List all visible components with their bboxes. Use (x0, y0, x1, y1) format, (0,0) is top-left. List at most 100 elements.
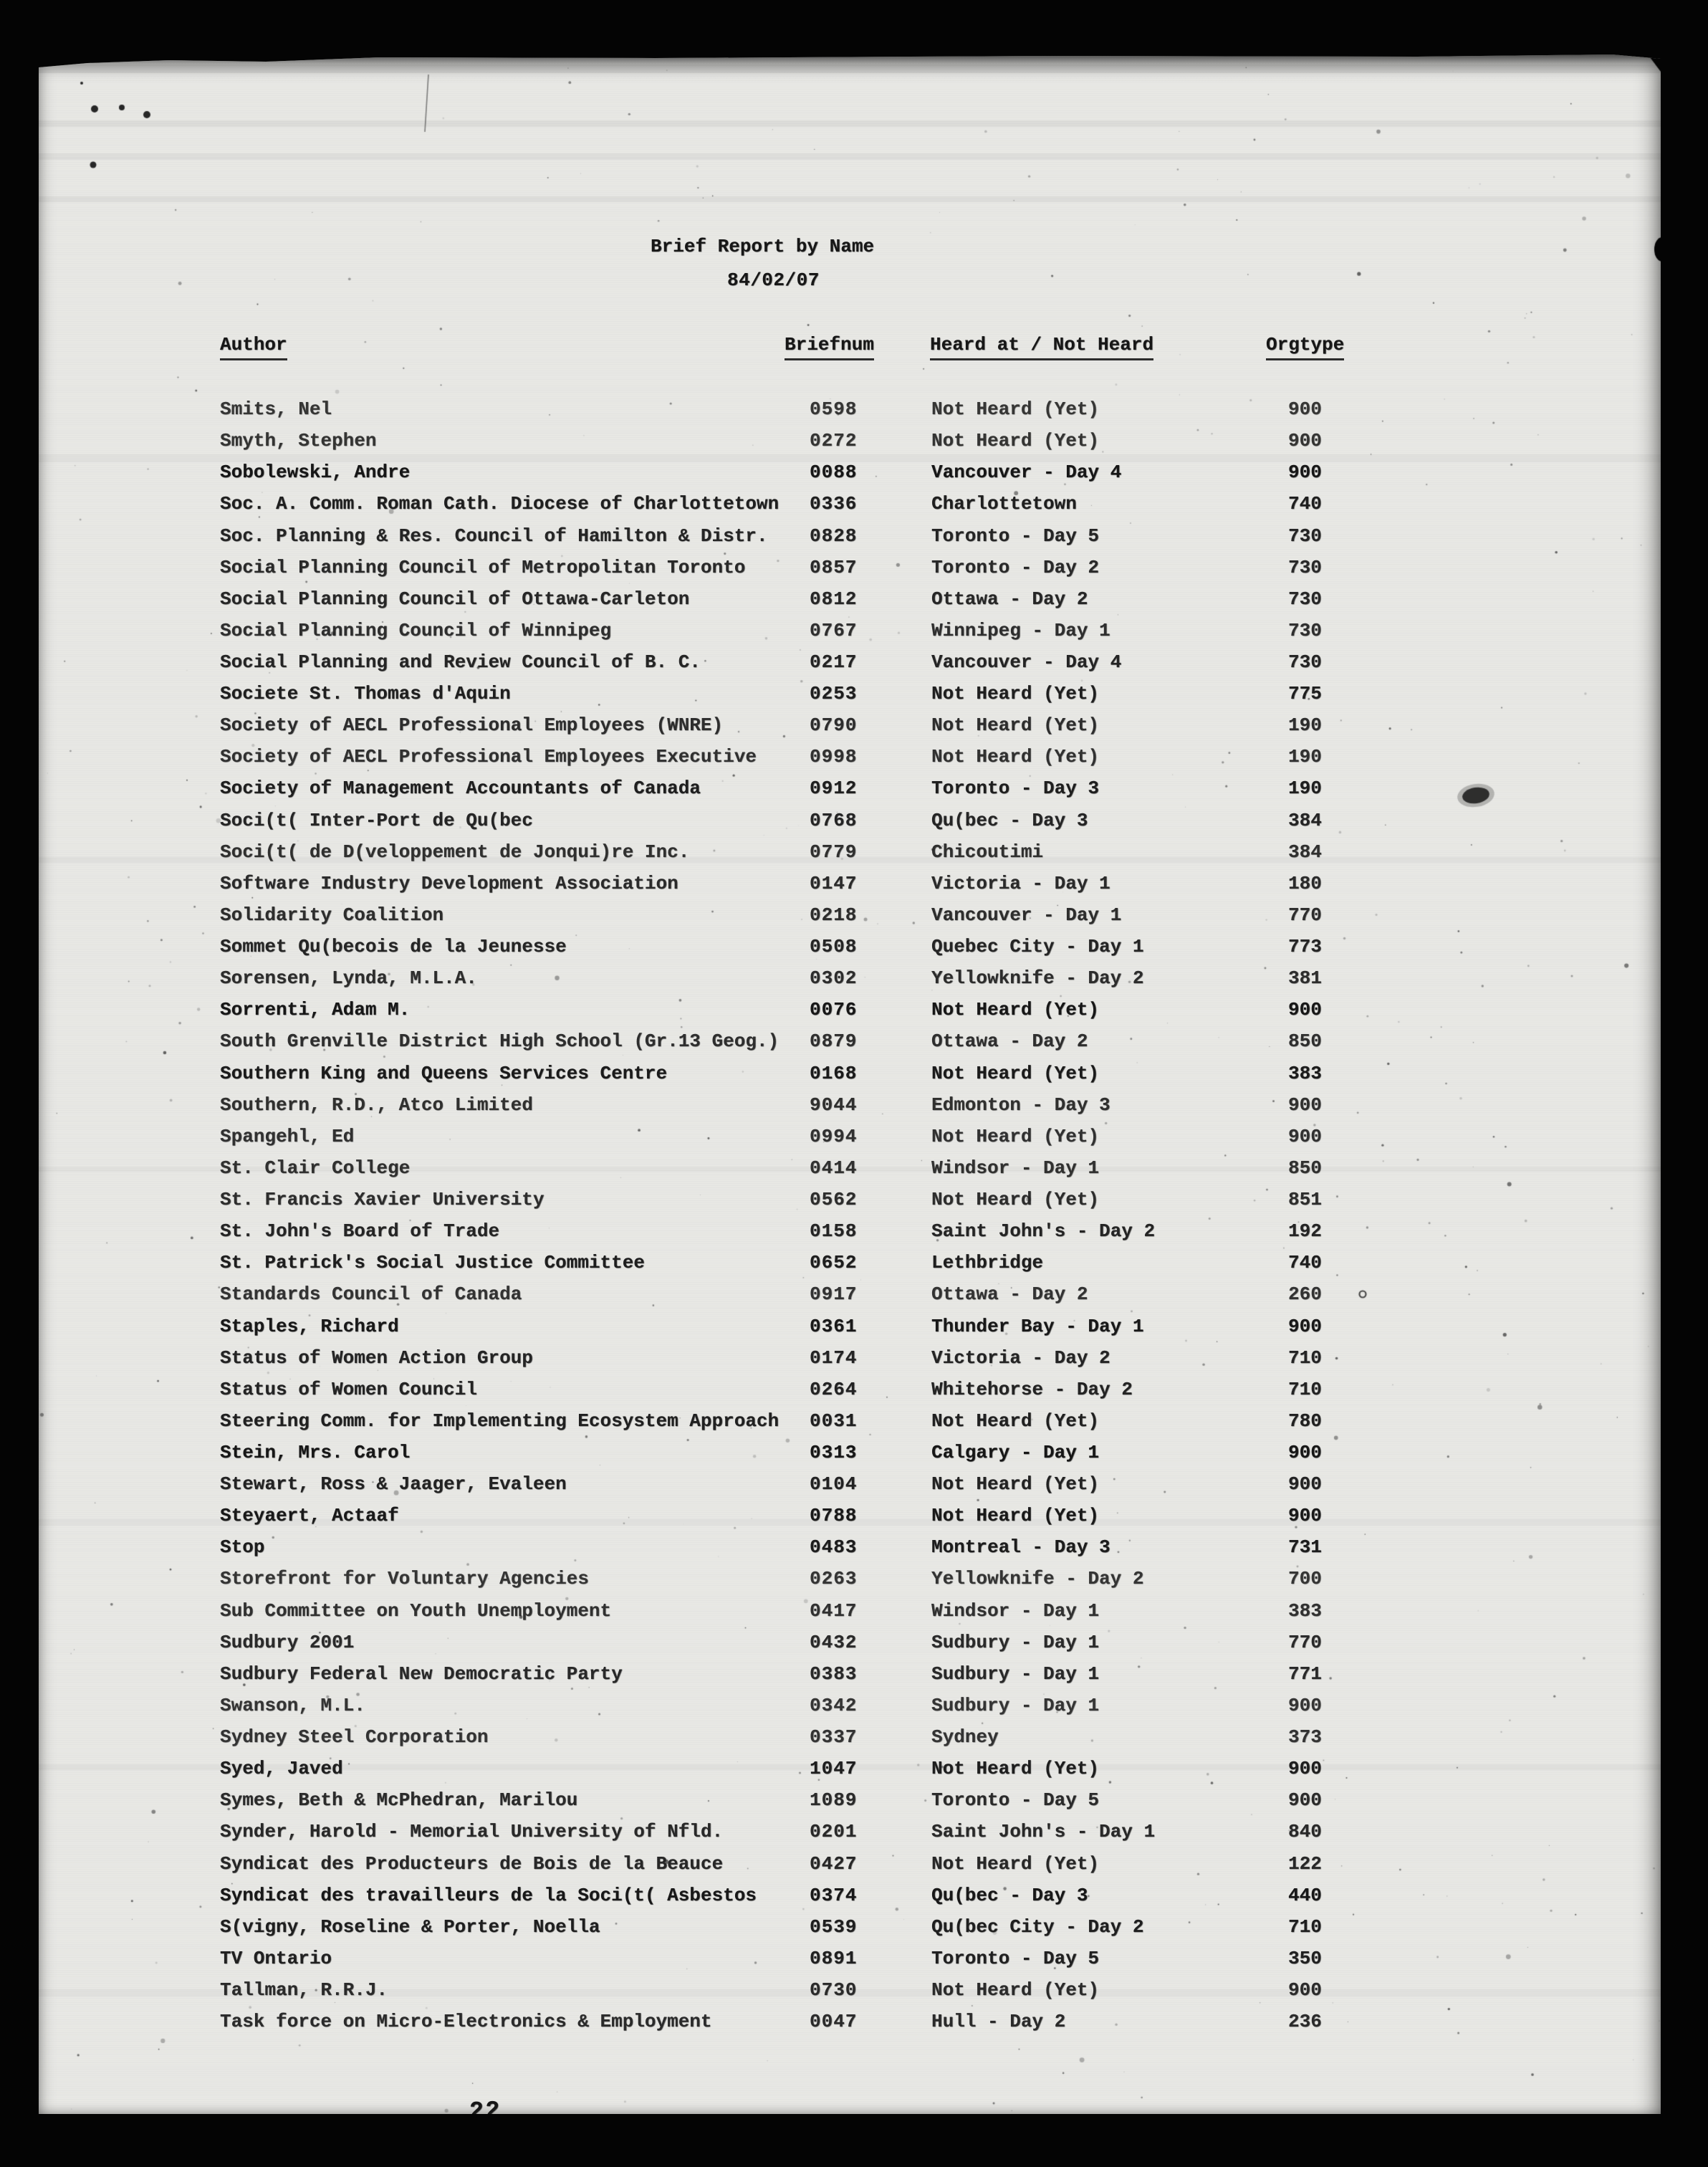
briefnum-cell: 0788 (810, 1505, 858, 1527)
briefnum-cell: 0174 (810, 1346, 858, 1369)
heard-cell: Ottawa - Day 2 (931, 1283, 1088, 1306)
table-row: Society of AECL Professional Employees (… (39, 714, 1661, 737)
table-row: Sommet Qu(becois de la Jeunesse 0508 Quebe… (39, 935, 1661, 958)
heard-cell: Ottawa - Day 2 (931, 1030, 1088, 1053)
briefnum-cell: 0361 (810, 1315, 858, 1337)
briefnum-cell: 0417 (810, 1599, 858, 1622)
briefnum-cell: 0790 (810, 714, 858, 737)
orgtype-cell: 773 (1288, 936, 1322, 957)
table-row: Social Planning Council of Metropolitan … (39, 556, 1661, 579)
orgtype-cell: 190 (1288, 714, 1322, 737)
author-cell: Steering Comm. for Implementing Ecosyste… (220, 1410, 779, 1432)
heard-cell: Windsor - Day 1 (931, 1599, 1100, 1622)
table-row: Symes, Beth & McPhedran, Marilou 1089 Toro… (39, 1789, 1661, 1812)
heard-cell: Saint John's - Day 1 (931, 1821, 1156, 1843)
heard-cell: Toronto - Day 5 (931, 1789, 1100, 1812)
heard-cell: Not Heard (Yet) (931, 1125, 1100, 1147)
briefnum-cell: 0812 (810, 588, 858, 610)
heard-cell: Vancouver - Day 4 (931, 461, 1122, 484)
author-cell: Society of AECL Professional Employees E… (220, 746, 757, 768)
table-row: Society of Management Accountants of Can… (39, 777, 1661, 800)
table-row: St. Clair College 0414 Windsor - Day 1 850 (39, 1157, 1661, 1180)
briefnum-cell: 0337 (810, 1726, 858, 1748)
table-row: TV Ontario 0891 Toronto - Day 5 350 (39, 1947, 1661, 1970)
table-row: Stewart, Ross & Jaager, Evaleen 0104 Not H… (39, 1473, 1661, 1496)
author-cell: Sudbury Federal New Democratic Party (220, 1663, 623, 1685)
author-cell: Status of Women Action Group (220, 1346, 533, 1369)
table-row: Standards Council of Canada 0917 Ottawa - … (39, 1283, 1661, 1306)
author-cell: Sub Committee on Youth Unemployment (220, 1599, 612, 1622)
orgtype-cell: 840 (1288, 1821, 1322, 1843)
briefnum-cell: 0047 (810, 2011, 858, 2033)
author-cell: Sorensen, Lynda, M.L.A. (220, 967, 477, 990)
heard-cell: Not Heard (Yet) (931, 1062, 1100, 1084)
orgtype-cell: 780 (1288, 1410, 1322, 1432)
table-row: Sorrenti, Adam M. 0076 Not Heard (Yet) 900 (39, 998, 1661, 1021)
heard-cell: Not Heard (Yet) (931, 430, 1100, 452)
orgtype-cell: 900 (1288, 430, 1322, 452)
table-row: Southern, R.D., Atco Limited 9044 Edmonton… (39, 1094, 1661, 1116)
briefnum-cell: 1047 (810, 1758, 858, 1780)
table-row: Sub Committee on Youth Unemployment 0417 W… (39, 1599, 1661, 1622)
briefnum-cell: 0508 (810, 936, 858, 957)
orgtype-cell: 236 (1288, 2011, 1322, 2033)
briefnum-cell: 0779 (810, 841, 858, 863)
author-cell: Syndicat des Producteurs de Bois de la B… (220, 1852, 724, 1875)
briefnum-cell: 0857 (810, 556, 858, 578)
heard-cell: Edmonton - Day 3 (931, 1094, 1110, 1116)
orgtype-cell: 730 (1288, 619, 1322, 641)
heard-cell: Not Heard (Yet) (931, 1189, 1100, 1210)
briefnum-cell: 0158 (810, 1220, 858, 1243)
table-row: Syed, Javed 1047 Not Heard (Yet) 900 (39, 1757, 1661, 1780)
table-row: South Grenville District High School (Gr… (39, 1030, 1661, 1053)
orgtype-cell: 730 (1288, 651, 1322, 673)
briefnum-cell: 0336 (810, 493, 858, 515)
orgtype-cell: 900 (1288, 461, 1322, 484)
author-cell: Stop (220, 1536, 265, 1559)
briefnum-cell: 0879 (810, 1030, 858, 1053)
orgtype-cell: 381 (1288, 967, 1322, 990)
author-cell: Social Planning Council of Winnipeg (220, 619, 612, 641)
author-cell: Spangehl, Ed (220, 1125, 355, 1147)
author-cell: Synder, Harold - Memorial University of … (220, 1821, 724, 1843)
heard-cell: Not Heard (Yet) (931, 714, 1100, 737)
orgtype-cell: 900 (1288, 1758, 1322, 1780)
table-row: Swanson, M.L. 0342 Sudbury - Day 1 900 (39, 1694, 1661, 1717)
table-row: Status of Women Council 0264 Whitehorse - … (39, 1378, 1661, 1401)
orgtype-cell: 350 (1288, 1947, 1322, 1969)
author-cell: Task force on Micro-Electronics & Employ… (220, 2011, 712, 2033)
orgtype-cell: 384 (1288, 809, 1322, 831)
heard-cell: Not Heard (Yet) (931, 1852, 1100, 1875)
author-cell: Soc. A. Comm. Roman Cath. Diocese of Cha… (220, 493, 779, 515)
briefnum-cell: 0168 (810, 1062, 858, 1084)
table-row: St. John's Board of Trade 0158 Saint John'… (39, 1220, 1661, 1243)
orgtype-cell: 900 (1288, 1473, 1322, 1496)
orgtype-cell: 710 (1288, 1346, 1322, 1369)
table-row: Smyth, Stephen 0272 Not Heard (Yet) 900 (39, 429, 1661, 452)
table-row: St. Patrick's Social Justice Committee 06… (39, 1251, 1661, 1274)
orgtype-cell: 900 (1288, 1789, 1322, 1812)
table-row: St. Francis Xavier University 0562 Not Hea… (39, 1188, 1661, 1211)
briefnum-cell: 0104 (810, 1473, 858, 1496)
orgtype-cell: 851 (1288, 1189, 1322, 1210)
table-row: Solidarity Coalition 0218 Vancouver - Day … (39, 904, 1661, 927)
heard-cell: Not Heard (Yet) (931, 1758, 1100, 1780)
heard-cell: Ottawa - Day 2 (931, 588, 1088, 610)
table-row: Syndicat des travailleurs de la Soci(t( … (39, 1884, 1661, 1907)
orgtype-cell: 260 (1288, 1283, 1322, 1306)
author-cell: Staples, Richard (220, 1315, 399, 1337)
briefnum-cell: 0217 (810, 651, 858, 673)
table-row: Steering Comm. for Implementing Ecosyste… (39, 1410, 1661, 1432)
orgtype-cell: 730 (1288, 588, 1322, 610)
briefnum-cell: 0828 (810, 525, 858, 547)
heard-cell: Yellowknife - Day 2 (931, 967, 1144, 990)
author-cell: Social Planning and Review Council of B.… (220, 651, 701, 673)
table-row: Stop 0483 Montreal - Day 3 731 (39, 1536, 1661, 1559)
heard-cell: Windsor - Day 1 (931, 1157, 1100, 1179)
heard-cell: Whitehorse - Day 2 (931, 1378, 1133, 1400)
briefnum-cell: 0917 (810, 1283, 858, 1306)
table-row: Soc. Planning & Res. Council of Hamilton… (39, 525, 1661, 547)
heard-cell: Chicoutimi (931, 841, 1044, 863)
table-row: Syndicat des Producteurs de Bois de la B… (39, 1852, 1661, 1875)
orgtype-cell: 850 (1288, 1157, 1322, 1179)
